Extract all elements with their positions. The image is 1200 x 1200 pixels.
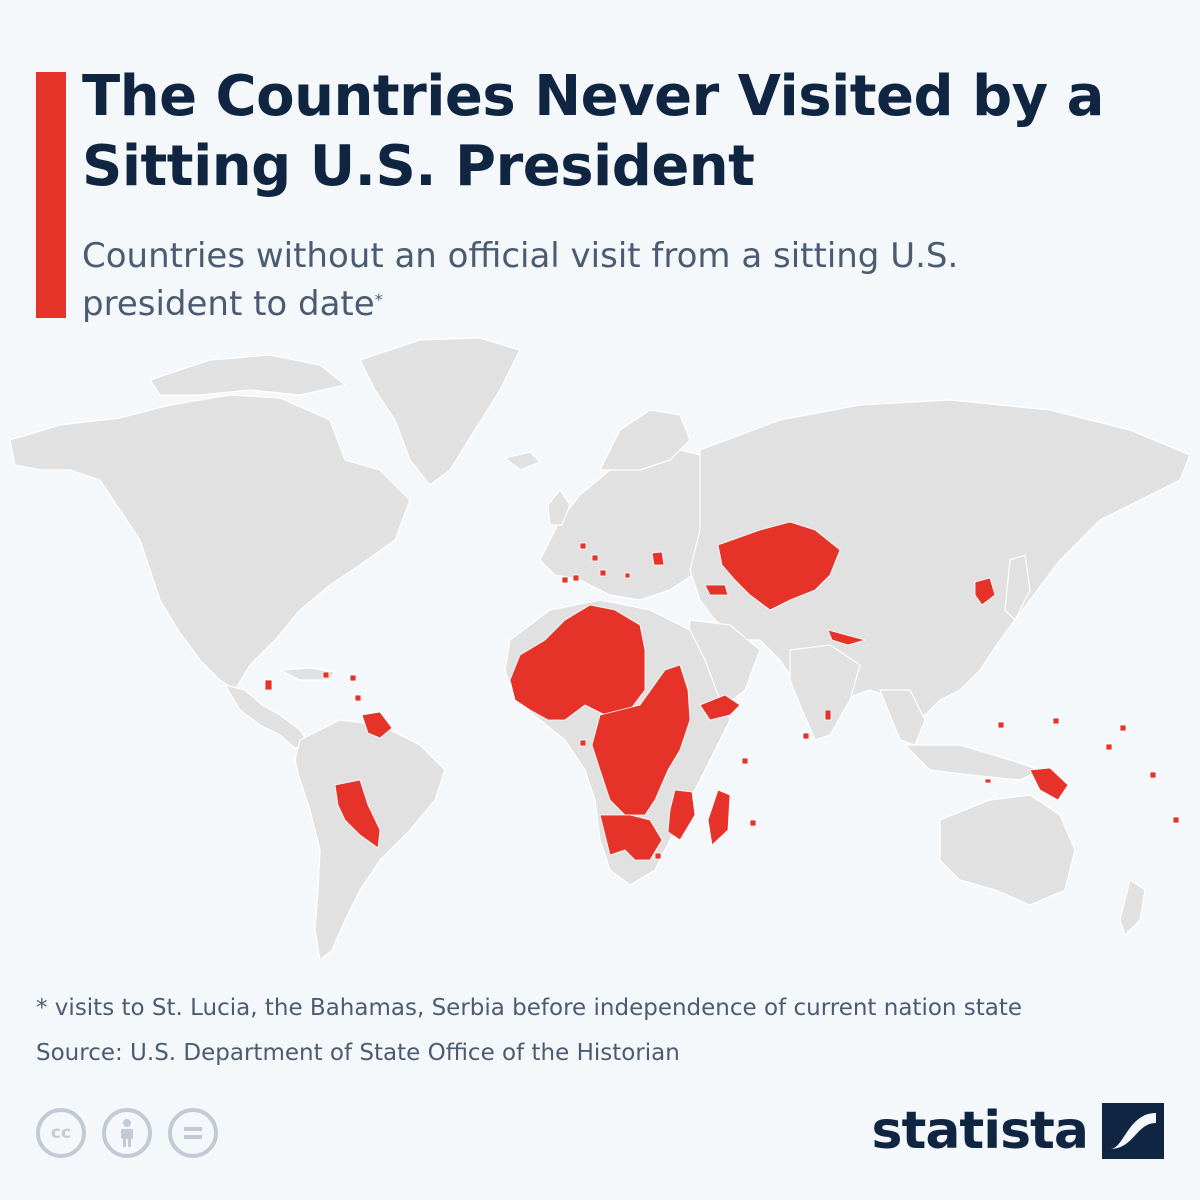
statista-mark-icon [1102,1103,1164,1159]
brand-name: statista [871,1101,1089,1161]
marker-island-14 [749,819,757,827]
marker-island-22 [654,852,662,860]
subtitle-text: Countries without an official visit from… [82,236,959,324]
source-note: Source: U.S. Department of State Office … [36,1040,680,1066]
marker-island-16 [1052,717,1060,725]
person-icon [121,1119,133,1147]
subtitle-marker: * [374,290,383,309]
region-bolivia-paraguay [334,779,381,849]
licence-icons: cc [36,1108,218,1164]
marker-island-4 [572,574,580,582]
region-horn-yemen [699,694,741,721]
region-caucasus [704,584,729,596]
equals-icon [184,1127,202,1139]
world-map [9,337,1191,962]
region-nepal-bhutan [827,629,867,646]
marker-island-6 [624,572,631,579]
marker-island-5 [561,576,569,584]
land-uk [547,488,571,526]
land-indonesia [903,744,1042,781]
marker-island-20 [1172,816,1180,824]
page-title: The Countries Never Visited by a Sitting… [82,64,1104,199]
land-iceland [503,451,542,471]
marker-island-12 [824,709,832,721]
land-central-america [223,684,311,749]
land-japan [1004,554,1031,622]
region-north-west-africa [509,604,646,721]
marker-island-10 [579,739,587,747]
marker-island-7 [322,671,330,679]
region-papua-new-guinea [1029,767,1069,801]
statista-logo[interactable]: statista [872,1096,1164,1166]
region-belize [264,679,273,691]
region-north-korea [974,577,996,606]
marker-island-9 [354,694,362,702]
page-subtitle: Countries without an official visit from… [82,232,1062,328]
region-guianas [361,711,393,739]
no-derivatives-icon[interactable] [168,1108,218,1158]
marker-island-19 [1149,771,1157,779]
marker-island-1 [579,542,587,550]
land-arctic-islands [149,354,347,396]
region-mozambique [667,789,696,841]
unvisited-countries [264,521,1180,861]
marker-island-18 [1105,743,1113,751]
marker-island-11 [802,732,810,740]
land-caribbean [277,667,336,681]
region-central-africa [591,664,691,816]
land-australia [939,794,1076,906]
marker-island-13 [741,757,749,765]
marker-island-21 [984,778,992,784]
land-scandinavia [599,409,691,471]
region-central-asia [717,521,841,611]
marker-island-8 [349,674,357,682]
land-north-america [9,394,411,691]
cc-icon[interactable]: cc [36,1108,86,1158]
land-new-zealand [1119,879,1146,937]
land-greenland [359,337,521,486]
footnote: * visits to St. Lucia, the Bahamas, Serb… [36,995,1023,1021]
region-moldova [651,551,665,566]
marker-island-2 [591,554,599,562]
attribution-icon[interactable] [102,1108,152,1158]
marker-island-15 [997,721,1005,729]
region-madagascar-hl [707,789,731,846]
accent-bar [36,72,66,318]
marker-island-3 [599,569,607,577]
land-india [789,644,861,741]
region-southern-africa [599,814,663,861]
marker-island-17 [1119,724,1127,732]
